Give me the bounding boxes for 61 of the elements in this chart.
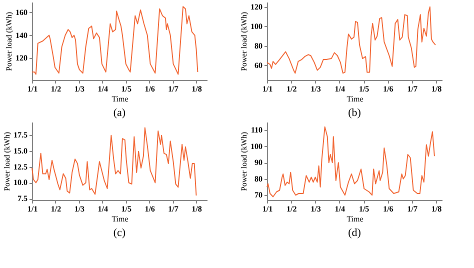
x-tick-label: 1/4 xyxy=(334,84,346,94)
x-tick-label: 1/3 xyxy=(310,204,321,214)
x-axis-title: Time xyxy=(346,94,364,104)
x-tick-label: 1/7 xyxy=(168,204,178,214)
x-tick-label: 1/2 xyxy=(50,204,62,214)
x-tick-label: 1/8 xyxy=(192,84,202,94)
x-tick-label: 1/2 xyxy=(50,84,62,94)
y-tick-label: 120 xyxy=(250,2,262,12)
y-tick-label: 7.5 xyxy=(18,194,28,204)
text: (a) xyxy=(113,107,126,119)
text: (d) xyxy=(348,227,362,239)
y-tick-label: 10.0 xyxy=(14,178,28,188)
x-axis-title: Time xyxy=(346,214,364,224)
x-tick-label: 1/3 xyxy=(74,84,85,94)
x-tick-label: 1/5 xyxy=(358,204,370,214)
x-tick-label: 1/7 xyxy=(168,84,178,94)
y-axis-title: Power load (kWh) xyxy=(2,132,12,192)
x-tick-label: 1/6 xyxy=(144,204,155,214)
x-tick-label: 1/8 xyxy=(431,204,442,214)
y-tick-label: 140 xyxy=(16,30,28,40)
x-axis-title: Time xyxy=(112,94,129,104)
x-tick-label: 1/5 xyxy=(121,204,132,214)
y-tick-label: 17.5 xyxy=(14,130,28,140)
y-tick-label: 110 xyxy=(250,126,262,135)
y-tick-label: 100 xyxy=(250,22,262,31)
x-tick-label: 1/7 xyxy=(407,84,418,94)
x-tick-label: 1/5 xyxy=(358,84,370,94)
x-tick-label: 1/4 xyxy=(98,204,108,214)
x-tick-label: 1/8 xyxy=(431,84,442,94)
x-tick-label: 1/6 xyxy=(383,84,394,94)
x-tick-label: 1/6 xyxy=(144,84,155,94)
x-tick-label: 1/1 xyxy=(27,204,38,214)
y-tick-label: 80 xyxy=(254,174,262,184)
x-tick-label: 1/2 xyxy=(286,84,297,94)
x-tick-label: 1/4 xyxy=(98,84,108,94)
x-tick-label: 1/1 xyxy=(262,84,273,94)
y-tick-label: 90 xyxy=(254,158,262,168)
x-tick-label: 1/1 xyxy=(27,84,38,94)
y-tick-label: 70 xyxy=(254,190,262,200)
text: (c) xyxy=(113,227,126,239)
x-tick-label: 1/6 xyxy=(383,204,394,214)
y-axis-title: Power load (kWh) xyxy=(4,12,14,72)
y-tick-label: 60 xyxy=(254,60,262,70)
x-axis-title: Time xyxy=(112,214,129,224)
x-tick-label: 1/2 xyxy=(286,204,297,214)
y-tick-label: 120 xyxy=(16,54,28,63)
x-tick-label: 1/8 xyxy=(192,204,202,214)
text: (b) xyxy=(348,107,362,119)
y-axis-title: Power load (kWh) xyxy=(240,12,248,72)
x-tick-label: 1/1 xyxy=(262,204,273,214)
x-tick-label: 1/3 xyxy=(310,84,321,94)
y-tick-label: 100 xyxy=(250,142,262,151)
y-tick-label: 12.5 xyxy=(14,162,28,172)
y-tick-label: 15.0 xyxy=(14,146,28,156)
x-tick-label: 1/3 xyxy=(74,204,85,214)
y-tick-label: 80 xyxy=(254,41,262,50)
y-tick-label: 160 xyxy=(16,8,28,17)
x-tick-label: 1/7 xyxy=(407,204,418,214)
x-tick-label: 1/4 xyxy=(334,204,346,214)
x-tick-label: 1/5 xyxy=(121,84,132,94)
y-axis-title: Power load (kWh) xyxy=(240,132,248,192)
